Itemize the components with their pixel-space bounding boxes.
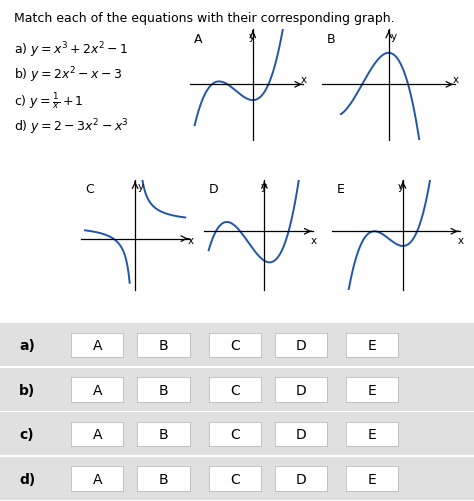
Text: x: x — [457, 235, 464, 245]
Text: A: A — [92, 338, 102, 352]
Text: y: y — [249, 32, 255, 42]
Text: a) $y = x^3 + 2x^2 - 1$: a) $y = x^3 + 2x^2 - 1$ — [14, 40, 128, 60]
Text: a): a) — [19, 338, 35, 352]
Text: x: x — [187, 235, 193, 245]
Text: c): c) — [19, 427, 34, 441]
Text: B: B — [159, 338, 168, 352]
Text: A: A — [92, 383, 102, 397]
Text: C: C — [230, 427, 239, 441]
Text: x: x — [301, 75, 307, 85]
Text: E: E — [368, 472, 376, 486]
Text: C: C — [230, 472, 239, 486]
Text: B: B — [159, 427, 168, 441]
Text: y: y — [261, 182, 267, 192]
Text: C: C — [230, 383, 239, 397]
Text: y: y — [137, 182, 144, 192]
Text: Match each of the equations with their corresponding graph.: Match each of the equations with their c… — [14, 12, 395, 25]
Text: D: D — [296, 383, 306, 397]
Text: D: D — [296, 472, 306, 486]
Text: c) $y = \frac{1}{x} + 1$: c) $y = \frac{1}{x} + 1$ — [14, 91, 84, 112]
Text: B: B — [159, 383, 168, 397]
Text: B: B — [159, 472, 168, 486]
Text: C: C — [85, 183, 94, 196]
Text: D: D — [209, 183, 218, 196]
Text: x: x — [453, 75, 459, 85]
Text: E: E — [368, 427, 376, 441]
Text: E: E — [337, 183, 345, 196]
Text: A: A — [194, 33, 203, 46]
Text: y: y — [391, 32, 397, 42]
Text: B: B — [327, 33, 336, 46]
Text: d) $y = 2 - 3x^2 - x^3$: d) $y = 2 - 3x^2 - x^3$ — [14, 117, 129, 137]
Text: D: D — [296, 338, 306, 352]
Text: A: A — [92, 427, 102, 441]
Text: y: y — [398, 182, 404, 192]
Text: x: x — [310, 235, 317, 245]
Text: D: D — [296, 427, 306, 441]
Text: E: E — [368, 338, 376, 352]
Text: b) $y = 2x^2 - x - 3$: b) $y = 2x^2 - x - 3$ — [14, 65, 123, 85]
Text: A: A — [92, 472, 102, 486]
Text: C: C — [230, 338, 239, 352]
Text: b): b) — [19, 383, 35, 397]
Text: E: E — [368, 383, 376, 397]
Text: d): d) — [19, 472, 35, 486]
